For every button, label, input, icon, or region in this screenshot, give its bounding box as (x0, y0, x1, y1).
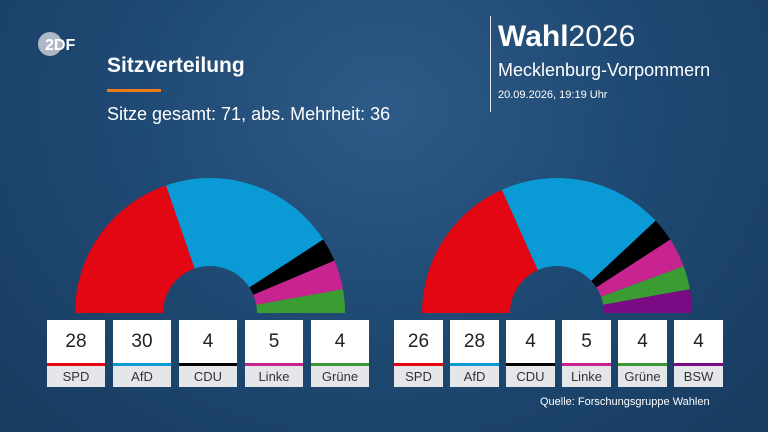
seat-count: 4 (179, 320, 237, 363)
party-color-stripe (674, 363, 723, 366)
result-cards-first: 28 SPD 30 AfD 4 CDU 5 Linke 4 Grüne (47, 320, 369, 387)
party-label: SPD (394, 366, 443, 387)
seat-count: 4 (506, 320, 555, 363)
party-color-stripe (618, 363, 667, 366)
seat-count: 28 (47, 320, 105, 363)
seat-slice-linke (596, 239, 684, 297)
party-label: AfD (113, 366, 171, 387)
party-color-stripe (562, 363, 611, 366)
seat-slice-gruene (256, 289, 345, 313)
party-label: AfD (450, 366, 499, 387)
brand-year: 2026 (568, 20, 636, 53)
seat-slice-spd (422, 189, 538, 313)
brand: Wahl2026 (498, 20, 635, 54)
party-card-afd: 28 AfD (450, 320, 499, 387)
party-card-gruene: 4 Grüne (311, 320, 369, 387)
party-color-stripe (179, 363, 237, 366)
seat-slice-gruene (601, 266, 690, 305)
party-label: CDU (179, 366, 237, 387)
seat-count: 5 (562, 320, 611, 363)
party-label: Linke (562, 366, 611, 387)
party-card-bsw: 4 BSW (674, 320, 723, 387)
party-label: CDU (506, 366, 555, 387)
party-card-linke: 5 Linke (245, 320, 303, 387)
timestamp: 20.09.2026, 19:19 Uhr (498, 89, 608, 101)
party-card-afd: 30 AfD (113, 320, 171, 387)
seat-slice-afd (166, 178, 324, 288)
party-card-spd: 28 SPD (47, 320, 105, 387)
party-card-cdu: 4 CDU (179, 320, 237, 387)
seat-summary: Sitze gesamt: 71, abs. Mehrheit: 36 (107, 104, 391, 124)
seat-count: 26 (394, 320, 443, 363)
party-color-stripe (47, 363, 105, 366)
title-underline (107, 89, 161, 92)
seat-charts (75, 178, 692, 313)
seat-count: 4 (311, 320, 369, 363)
party-card-spd: 26 SPD (394, 320, 443, 387)
party-color-stripe (113, 363, 171, 366)
seat-count: 28 (450, 320, 499, 363)
party-label: Grüne (311, 366, 369, 387)
seat-chart-second (422, 178, 692, 313)
party-color-stripe (450, 363, 499, 366)
seat-chart-first (75, 178, 345, 313)
party-label: Linke (245, 366, 303, 387)
brand-word: Wahl (498, 20, 569, 53)
region-name: Mecklenburg-Vorpommern (498, 60, 711, 80)
party-card-gruene: 4 Grüne (618, 320, 667, 387)
seat-count: 5 (245, 320, 303, 363)
party-label: SPD (47, 366, 105, 387)
party-color-stripe (311, 363, 369, 366)
seat-count: 4 (674, 320, 723, 363)
page-title: Sitzverteilung (107, 54, 245, 77)
party-color-stripe (506, 363, 555, 366)
logo-text: 2DF (45, 37, 75, 54)
seat-slice-bsw (603, 289, 692, 313)
party-color-stripe (394, 363, 443, 366)
party-card-cdu: 4 CDU (506, 320, 555, 387)
header-divider (490, 16, 491, 112)
party-card-linke: 5 Linke (562, 320, 611, 387)
seat-slice-cdu (591, 220, 671, 288)
party-label: Grüne (618, 366, 667, 387)
zdf-logo: 2DF (38, 32, 75, 56)
seat-count: 4 (618, 320, 667, 363)
seat-slice-linke (253, 260, 343, 305)
party-color-stripe (245, 363, 303, 366)
seat-slice-spd (75, 185, 195, 313)
party-label: BSW (674, 366, 723, 387)
seat-count: 30 (113, 320, 171, 363)
result-cards-second: 26 SPD 28 AfD 4 CDU 5 Linke 4 Grüne 4 BSW (394, 320, 723, 387)
seat-slice-cdu (249, 239, 335, 295)
source-note: Quelle: Forschungsgruppe Wahlen (540, 396, 710, 408)
seat-slice-afd (501, 178, 656, 281)
